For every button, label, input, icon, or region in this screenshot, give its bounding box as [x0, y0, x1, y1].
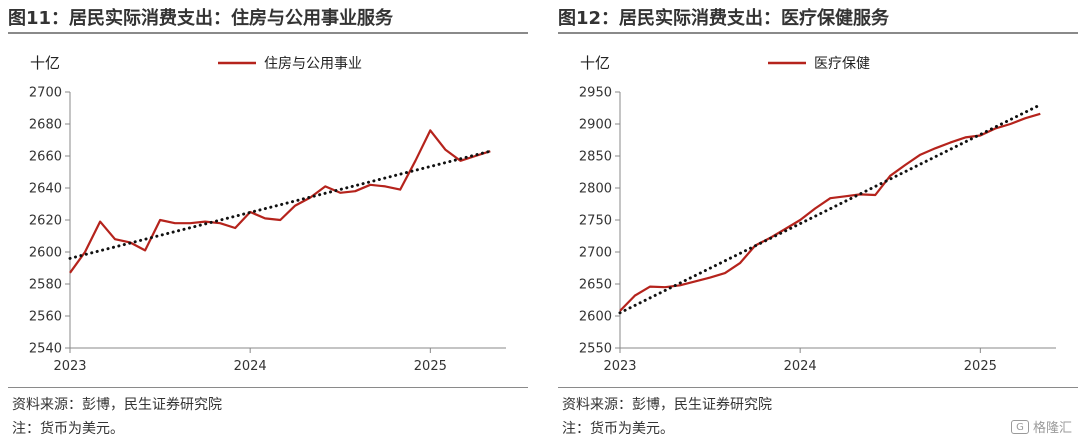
gelonghui-logo-icon: G — [1010, 419, 1029, 434]
y-tick-label: 2950 — [579, 86, 612, 101]
y-tick-label: 2680 — [29, 118, 62, 133]
chart-panel-housing: 图11：居民实际消费支出：住房与公用事业服务 十亿 住房与公用事业 2540 2560… — [8, 0, 528, 442]
y-tick-label: 2900 — [579, 118, 612, 133]
healthcare-chart: 十亿 医疗保健 2550 2600 2650 2700 2750 2800 2850 2900 29… — [579, 54, 1056, 374]
series-line — [619, 112, 1041, 312]
panel-title: 图12：居民实际消费支出：医疗保健服务 — [558, 8, 890, 29]
y-tick-label: 2700 — [29, 86, 62, 101]
watermark: G 格隆汇 — [1010, 417, 1072, 436]
source-note: 资料来源：彭博，民生证券研究院 — [562, 397, 772, 413]
trend-line — [618, 103, 1042, 315]
y-tick-label: 2640 — [29, 182, 62, 197]
y-tick-label: 2850 — [579, 150, 612, 165]
y-tick-label: 2580 — [29, 278, 62, 293]
x-tick-label: 2024 — [234, 359, 267, 374]
source-note: 资料来源：彭博，民生证券研究院 — [12, 397, 222, 413]
panel-title: 图11：居民实际消费支出：住房与公用事业服务 — [8, 8, 394, 29]
watermark-text: 格隆汇 — [1032, 421, 1072, 436]
title-rule — [558, 32, 1078, 34]
trend-line — [68, 149, 492, 260]
x-tick-label: 2023 — [53, 359, 86, 374]
legend-label: 医疗保健 — [814, 56, 870, 72]
x-tick-label: 2024 — [784, 359, 817, 374]
y-tick-label: 2550 — [579, 342, 612, 357]
x-tick-label: 2023 — [603, 359, 636, 374]
legend-label: 住房与公用事业 — [264, 56, 362, 72]
y-tick-label: 2600 — [29, 246, 62, 261]
y-tick-label: 2650 — [579, 278, 612, 293]
series-line — [69, 129, 491, 274]
title-rule — [8, 32, 528, 34]
x-tick-label: 2025 — [414, 359, 447, 374]
unit-label: 十亿 — [30, 54, 60, 72]
y-tick-label: 2540 — [29, 342, 62, 357]
footer-rule — [8, 387, 528, 388]
y-tick-label: 2560 — [29, 310, 62, 325]
housing-chart: 十亿 住房与公用事业 2540 2560 2580 2600 2620 2640 2660 268… — [29, 54, 506, 374]
y-tick-label: 2800 — [579, 182, 612, 197]
y-tick-label: 2620 — [29, 214, 62, 229]
currency-note: 注：货币为美元。 — [12, 421, 124, 437]
y-tick-label: 2700 — [579, 246, 612, 261]
x-tick-label: 2025 — [964, 359, 997, 374]
currency-note: 注：货币为美元。 — [562, 421, 674, 437]
footer-rule — [558, 387, 1078, 388]
y-tick-label: 2750 — [579, 214, 612, 229]
chart-panel-healthcare: 图12：居民实际消费支出：医疗保健服务 十亿 医疗保健 2550 2600 2650 27… — [558, 0, 1078, 442]
y-tick-label: 2660 — [29, 150, 62, 165]
y-tick-label: 2600 — [579, 310, 612, 325]
unit-label: 十亿 — [580, 54, 610, 72]
